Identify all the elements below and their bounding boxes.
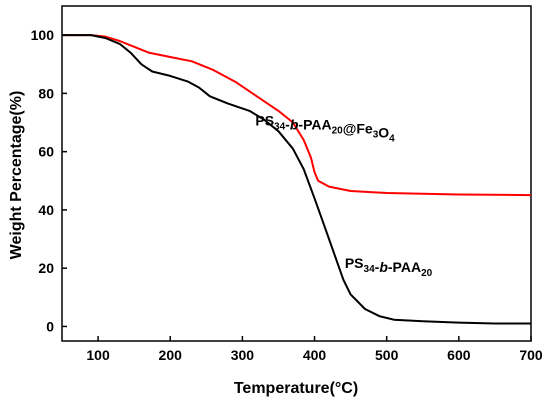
y-tick-label: 60 [38, 144, 54, 160]
ticks-layer: 100 200 300 400 500 600 700 0 20 40 60 80 100 [31, 27, 543, 363]
y-tick-label: 20 [38, 260, 54, 276]
series-layer [62, 34, 532, 325]
annotation-fe3o4: PS34-b-PAA20@Fe3O4 [255, 112, 395, 144]
plot-frame [61, 5, 532, 342]
x-axis-label: Temperature(°C) [234, 380, 358, 397]
x-tick-label: 400 [303, 347, 327, 363]
annotation-pure: PS34-b-PAA20 [345, 255, 433, 279]
series-line-block-copolymer [62, 34, 531, 325]
annotations-layer: PS34-b-PAA20@Fe3O4 PS34-b-PAA20 [255, 112, 432, 279]
y-axis-label: Weight Percentage(%) [8, 91, 25, 260]
x-tick-label: 200 [159, 347, 183, 363]
y-tick-label: 80 [38, 85, 54, 101]
y-tick-label: 0 [46, 318, 54, 334]
x-tick-label: 500 [375, 347, 399, 363]
series-line-fe3o4-composite [62, 34, 532, 197]
plot-area [61, 5, 532, 342]
x-tick-label: 300 [231, 347, 255, 363]
y-tick-label: 100 [31, 27, 55, 43]
x-tick-label: 600 [447, 347, 471, 363]
x-tick-label: 700 [519, 347, 543, 363]
y-tick-label: 40 [38, 202, 54, 218]
x-tick-label: 100 [86, 347, 110, 363]
